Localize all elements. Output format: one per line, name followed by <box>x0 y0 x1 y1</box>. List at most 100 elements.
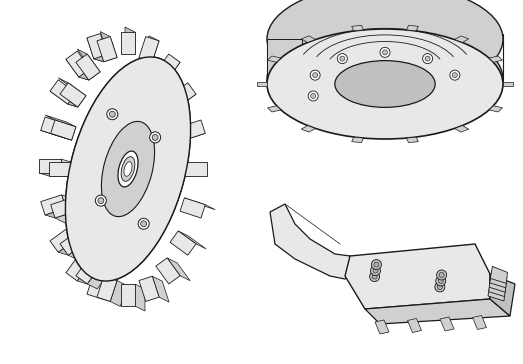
Polygon shape <box>66 51 90 77</box>
Polygon shape <box>55 211 86 223</box>
Polygon shape <box>351 137 363 143</box>
Polygon shape <box>60 83 86 107</box>
Polygon shape <box>491 266 507 284</box>
Polygon shape <box>139 276 159 301</box>
Polygon shape <box>185 198 215 210</box>
Polygon shape <box>407 318 422 332</box>
Circle shape <box>95 195 106 206</box>
Polygon shape <box>51 120 76 140</box>
Circle shape <box>150 132 160 142</box>
Circle shape <box>437 284 442 289</box>
Polygon shape <box>345 244 490 309</box>
Polygon shape <box>41 195 66 215</box>
Ellipse shape <box>101 121 155 217</box>
Circle shape <box>96 195 106 206</box>
Ellipse shape <box>118 151 138 187</box>
Circle shape <box>150 132 161 143</box>
Circle shape <box>423 54 433 64</box>
Polygon shape <box>58 78 86 96</box>
Polygon shape <box>125 27 135 54</box>
Circle shape <box>109 111 116 117</box>
Polygon shape <box>156 54 180 80</box>
Polygon shape <box>167 258 190 281</box>
Circle shape <box>138 218 149 229</box>
Ellipse shape <box>267 24 503 134</box>
Polygon shape <box>157 57 180 80</box>
Polygon shape <box>257 82 267 86</box>
Circle shape <box>370 266 381 276</box>
Polygon shape <box>375 320 389 334</box>
Ellipse shape <box>123 161 132 177</box>
Circle shape <box>374 262 379 267</box>
Polygon shape <box>51 198 76 218</box>
Polygon shape <box>168 89 196 107</box>
Polygon shape <box>76 54 100 80</box>
Circle shape <box>311 94 316 99</box>
Polygon shape <box>174 128 206 140</box>
Polygon shape <box>406 137 418 143</box>
Polygon shape <box>41 130 72 140</box>
Polygon shape <box>94 55 117 62</box>
Polygon shape <box>97 36 117 62</box>
Polygon shape <box>139 36 159 62</box>
Circle shape <box>371 260 381 270</box>
Polygon shape <box>39 159 61 173</box>
Polygon shape <box>267 39 302 84</box>
Polygon shape <box>301 126 315 132</box>
Ellipse shape <box>360 54 410 84</box>
Polygon shape <box>270 204 355 279</box>
Polygon shape <box>301 36 315 43</box>
Ellipse shape <box>65 57 190 281</box>
Circle shape <box>109 111 116 117</box>
Polygon shape <box>156 258 180 284</box>
Polygon shape <box>68 93 86 107</box>
Circle shape <box>152 134 158 141</box>
Polygon shape <box>110 281 127 306</box>
Circle shape <box>373 268 378 273</box>
Ellipse shape <box>376 63 394 75</box>
Polygon shape <box>58 239 86 255</box>
Polygon shape <box>66 255 90 281</box>
Polygon shape <box>45 208 76 218</box>
Ellipse shape <box>121 157 135 181</box>
Polygon shape <box>41 117 66 137</box>
Polygon shape <box>87 33 107 59</box>
Polygon shape <box>87 38 104 62</box>
Ellipse shape <box>335 61 435 107</box>
Ellipse shape <box>124 162 132 176</box>
Polygon shape <box>454 36 469 43</box>
Circle shape <box>139 219 149 229</box>
Polygon shape <box>62 124 76 140</box>
Polygon shape <box>488 284 505 301</box>
Polygon shape <box>94 273 117 281</box>
Polygon shape <box>50 228 76 252</box>
Polygon shape <box>472 316 486 329</box>
Circle shape <box>450 70 460 80</box>
Circle shape <box>452 73 457 78</box>
Polygon shape <box>77 49 100 72</box>
Polygon shape <box>121 32 135 54</box>
Circle shape <box>98 198 104 203</box>
Polygon shape <box>60 231 86 255</box>
Circle shape <box>337 54 347 64</box>
Circle shape <box>438 278 444 284</box>
Circle shape <box>370 272 380 282</box>
Circle shape <box>107 109 117 119</box>
Polygon shape <box>61 159 71 176</box>
Circle shape <box>436 276 446 286</box>
Polygon shape <box>267 106 281 112</box>
Polygon shape <box>489 106 503 112</box>
Polygon shape <box>45 115 76 127</box>
Polygon shape <box>87 273 107 298</box>
Polygon shape <box>87 266 110 289</box>
Polygon shape <box>79 69 100 80</box>
Circle shape <box>98 198 104 203</box>
Circle shape <box>310 70 320 80</box>
Ellipse shape <box>101 121 155 217</box>
Polygon shape <box>180 120 206 140</box>
Circle shape <box>372 274 377 279</box>
Polygon shape <box>62 195 76 211</box>
Polygon shape <box>180 198 206 218</box>
Polygon shape <box>488 280 506 297</box>
Polygon shape <box>121 284 135 306</box>
